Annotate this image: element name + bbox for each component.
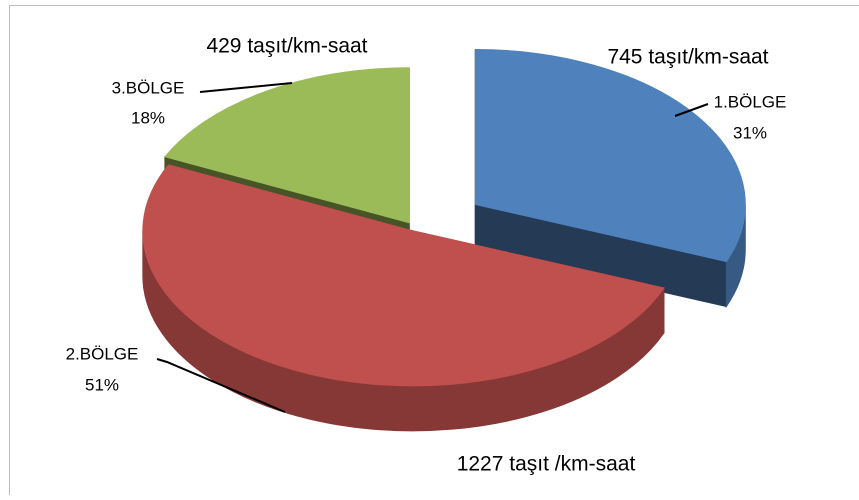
value-label: 18% (131, 108, 165, 127)
annotation: 745 taşıt/km-saat (607, 46, 768, 69)
pie (143, 49, 745, 430)
value-label: 31% (733, 123, 767, 142)
slice-label: 1.BÖLGE (714, 92, 787, 111)
annotation: 1227 taşıt /km-saat (457, 453, 636, 476)
slice-label: 3.BÖLGE (112, 78, 185, 97)
slice-label: 2.BÖLGE (66, 344, 139, 363)
annotation: 429 taşıt/km-saat (206, 35, 367, 58)
value-label: 51% (85, 375, 119, 394)
